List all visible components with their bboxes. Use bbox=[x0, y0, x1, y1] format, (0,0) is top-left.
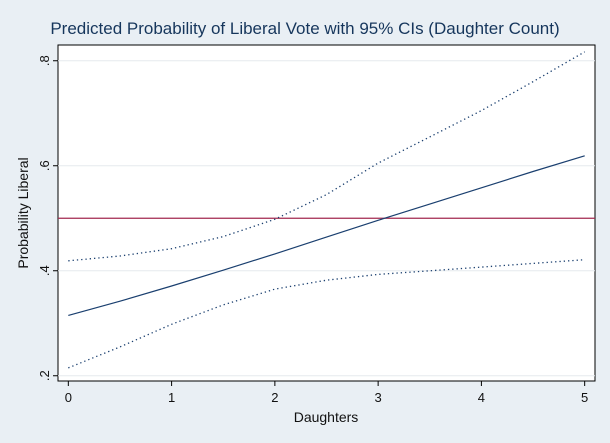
y-tick-label: .2 bbox=[37, 370, 52, 381]
x-tick-label: 4 bbox=[478, 390, 485, 405]
y-axis-label: Probability Liberal bbox=[15, 157, 31, 268]
x-tick-label: 5 bbox=[581, 390, 588, 405]
prediction-line bbox=[68, 155, 585, 316]
x-tick-label: 0 bbox=[65, 390, 72, 405]
y-tick-label: .6 bbox=[37, 160, 52, 171]
y-tick-label: .8 bbox=[37, 55, 52, 66]
x-axis-label: Daughters bbox=[294, 409, 359, 425]
x-tick-label: 1 bbox=[168, 390, 175, 405]
upper-ci-line bbox=[68, 51, 586, 262]
x-tick-label: 3 bbox=[375, 390, 382, 405]
series-layer bbox=[68, 51, 586, 369]
x-tick-label: 2 bbox=[271, 390, 278, 405]
y-tick-label: .4 bbox=[37, 265, 52, 276]
grid-layer bbox=[58, 60, 595, 377]
chart-title: Predicted Probability of Liberal Vote wi… bbox=[50, 19, 559, 38]
axis-layer: .2 .4 .6 .8 0 1 2 3 4 5 bbox=[37, 55, 588, 405]
plot-area bbox=[57, 44, 596, 382]
